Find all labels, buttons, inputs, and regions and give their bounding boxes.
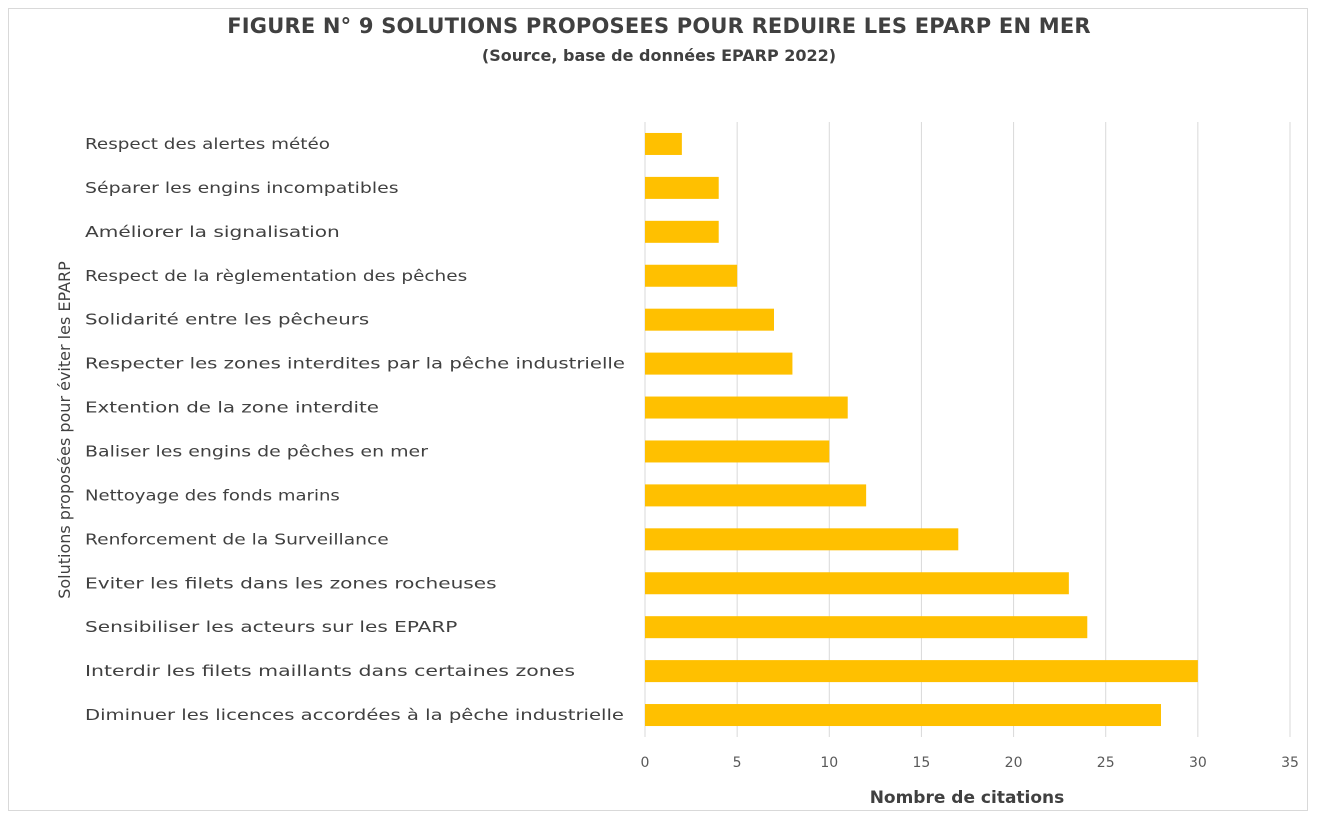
chart-title: FIGURE N° 9 SOLUTIONS PROPOSEES POUR RED… [227, 14, 1091, 38]
x-tick-label: 0 [641, 755, 650, 771]
category-label: Extention de la zone interdite [85, 399, 379, 417]
category-label: Eviter les filets dans les zones rocheus… [85, 574, 497, 592]
bar [645, 396, 848, 419]
x-tick-labels: 0 5 10 15 20 25 30 35 [641, 755, 1299, 771]
x-tick-label: 25 [1097, 755, 1115, 771]
category-labels: Respect des alertes météo Séparer les eng… [85, 135, 625, 724]
category-label: Sensibiliser les acteurs sur les EPARP [85, 618, 457, 636]
bar [645, 704, 1161, 727]
chart-subtitle: (Source, base de données EPARP 2022) [481, 46, 837, 65]
category-label: Respect de la règlementation des pêches [85, 267, 467, 285]
bar [645, 352, 793, 375]
bar [645, 132, 682, 155]
x-tick-label: 10 [820, 755, 838, 771]
category-label: Diminuer les licences accordées à la pêc… [85, 706, 624, 724]
category-label: Séparer les engins incompatibles [85, 179, 399, 197]
gridlines [644, 122, 1291, 737]
category-label: Baliser les engins de pêches en mer [85, 442, 429, 460]
bar [645, 264, 738, 287]
bar [645, 660, 1198, 683]
category-label: Renforcement de la Surveillance [85, 530, 389, 548]
category-label: Améliorer la signalisation [85, 223, 340, 241]
bar [645, 484, 867, 507]
bar [645, 220, 719, 243]
x-tick-label: 35 [1281, 755, 1299, 771]
bar [645, 440, 830, 463]
category-label: Interdir les filets maillants dans certa… [85, 662, 575, 680]
x-tick-label: 5 [733, 755, 742, 771]
bar [645, 616, 1088, 639]
category-label: Respecter les zones interdites par la pê… [85, 355, 625, 373]
category-label: Respect des alertes météo [85, 135, 330, 153]
bar [645, 308, 774, 331]
x-tick-label: 20 [1005, 755, 1023, 771]
x-tick-label: 30 [1189, 755, 1207, 771]
bar [645, 572, 1069, 595]
x-tick-label: 15 [913, 755, 931, 771]
category-label: Nettoyage des fonds marins [85, 486, 340, 504]
bar [645, 176, 719, 199]
bars [645, 132, 1198, 727]
category-label: Solidarité entre les pêcheurs [85, 311, 369, 329]
x-axis-title: Nombre de citations [870, 788, 1065, 808]
y-axis-title: Solutions proposées pour éviter les EPAR… [55, 261, 74, 599]
bar [645, 528, 959, 551]
